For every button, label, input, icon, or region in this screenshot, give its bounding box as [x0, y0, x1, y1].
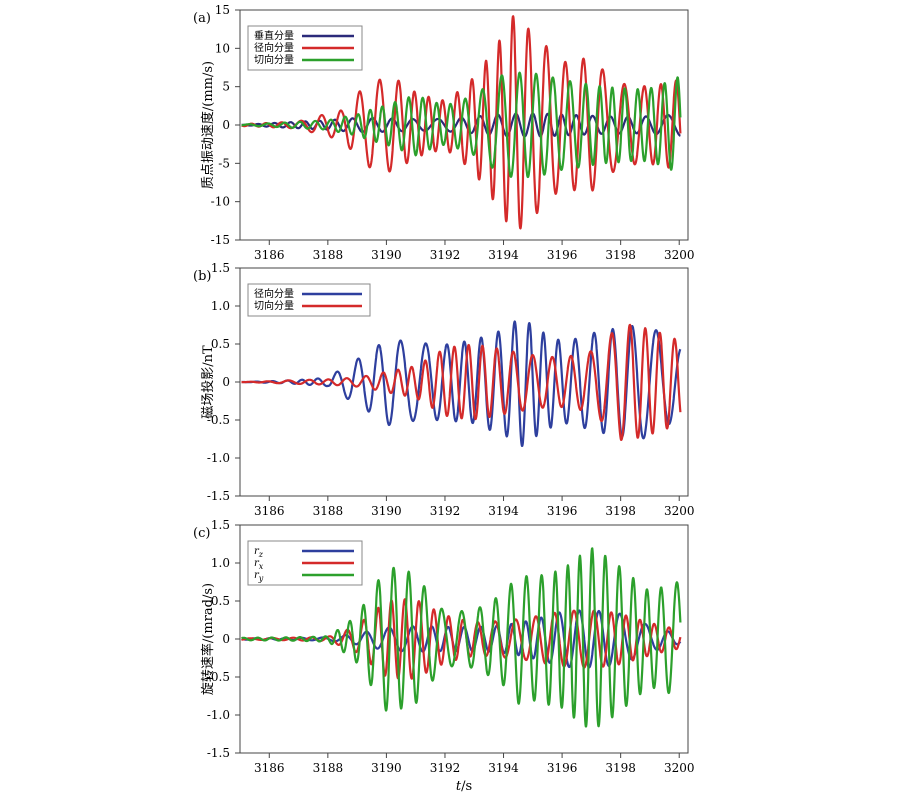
y-tick-label: -1.5	[207, 746, 230, 760]
y-tick-label: -10	[211, 195, 230, 209]
legend-label: ry	[254, 570, 264, 583]
y-tick-label: -0.5	[207, 670, 230, 684]
x-tick-label: 3198	[605, 248, 636, 262]
x-tick-label: 3200	[664, 248, 695, 262]
panel-b: -1.5 -1.0 -0.5 0 0.5 1.0 1.5 3186 3188 3190 3192 31…	[193, 261, 694, 518]
legend-label: 径向分量	[254, 287, 294, 300]
panel-a: -15 -10 -5 0 5 10 15 3186 3188 3190 3192 3194 3196 31…	[193, 3, 694, 262]
x-tick-label: 3192	[430, 761, 461, 775]
y-tick-label: -1.0	[207, 451, 230, 465]
x-tick-label: 3186	[254, 248, 285, 262]
x-tick-label: 3200	[664, 761, 695, 775]
y-tick-label: 5	[222, 80, 230, 94]
x-tick-label: 3196	[547, 248, 578, 262]
y-tick-label: 1.5	[211, 518, 230, 532]
series-line-0	[240, 320, 682, 447]
y-tick-label: -5	[218, 156, 230, 170]
panel-label: (c)	[193, 526, 210, 541]
y-tick-label: 0.5	[211, 337, 230, 351]
legend-label: 垂直分量	[254, 29, 294, 42]
x-tick-label: 3188	[313, 248, 344, 262]
x-tick-label: 3190	[371, 248, 402, 262]
y-axis-label: 质点振动速度/(mm/s)	[200, 61, 216, 189]
x-tick-label: 3194	[488, 248, 519, 262]
y-tick-label: 15	[215, 3, 230, 17]
x-tick-label: 3192	[430, 248, 461, 262]
x-tick-label: 3192	[430, 504, 461, 518]
y-tick-label: -1.0	[207, 708, 230, 722]
y-tick-label: -15	[211, 233, 230, 247]
x-axis-label: t/s	[456, 779, 472, 794]
panel-label: (b)	[193, 269, 211, 284]
x-tick-label: 3188	[313, 761, 344, 775]
legend-label: 切向分量	[254, 299, 294, 312]
x-tick-label: 3196	[547, 504, 578, 518]
x-tick-label: 3186	[254, 504, 285, 518]
y-tick-label: 0	[222, 118, 230, 132]
legend-label: 径向分量	[254, 41, 294, 54]
series-line-2	[240, 547, 682, 728]
legend-label: rx	[254, 558, 264, 571]
x-tick-label: 3194	[488, 504, 519, 518]
y-tick-label: 1.0	[211, 299, 230, 313]
x-tick-label: 3200	[664, 504, 695, 518]
x-tick-label: 3190	[371, 504, 402, 518]
series-line-1	[240, 323, 682, 441]
y-tick-label: 0.5	[211, 594, 230, 608]
panel-label: (a)	[193, 11, 211, 26]
y-axis-label: 旋转速率/(mrad/s)	[200, 583, 216, 695]
y-tick-label: 0	[222, 375, 230, 389]
y-axis-label: 磁场投影/nT	[200, 345, 216, 419]
legend-box	[247, 283, 371, 317]
x-tick-label: 3196	[547, 761, 578, 775]
legend-label: rz	[254, 546, 264, 559]
legend-label: 切向分量	[254, 53, 294, 66]
series-line-2	[240, 71, 682, 179]
panel-c: -1.5 -1.0 -0.5 0 0.5 1.0 1.5 3186 3188 3190 3192 31…	[193, 518, 694, 794]
x-tick-label: 3188	[313, 504, 344, 518]
x-tick-label: 3190	[371, 761, 402, 775]
y-tick-label: -1.5	[207, 489, 230, 503]
y-tick-label: 1.0	[211, 556, 230, 570]
y-tick-label: 0	[222, 632, 230, 646]
x-tick-label: 3198	[605, 761, 636, 775]
x-tick-label: 3194	[488, 761, 519, 775]
x-tick-label: 3186	[254, 761, 285, 775]
x-tick-label: 3198	[605, 504, 636, 518]
y-tick-label: -0.5	[207, 413, 230, 427]
y-tick-label: 1.5	[211, 261, 230, 275]
y-tick-label: 10	[215, 41, 230, 55]
